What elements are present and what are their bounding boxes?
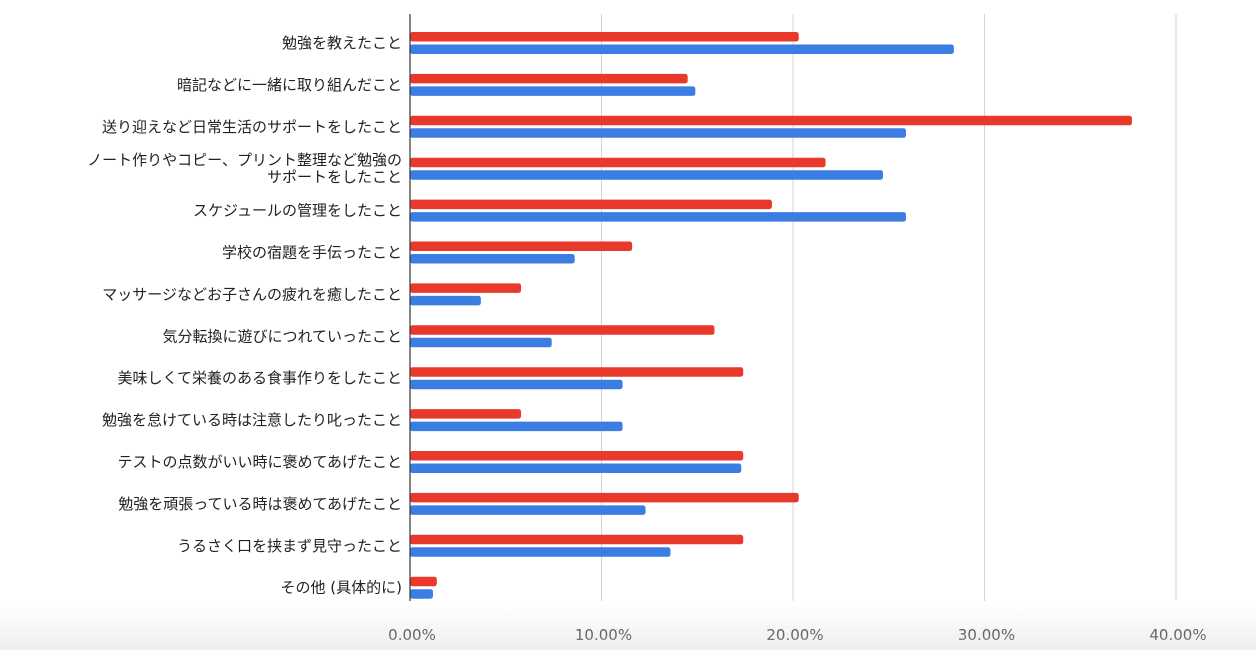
x-tick-label: 10.00% (575, 626, 632, 644)
category-label: 暗記などに一緒に取り組んだこと (177, 76, 402, 94)
x-tick-label: 20.00% (766, 626, 823, 644)
bar (410, 283, 522, 293)
grid-layer (601, 14, 1177, 601)
category-label: ノート作りやコピー、プリント整理など勉強のサポートをしたこと (87, 151, 402, 186)
bar (410, 115, 1132, 126)
category-label: マッサージなどお子さんの疲れを癒したこと (102, 285, 402, 303)
bar (410, 589, 433, 599)
category-label: うるさく口を挟まず見守ったこと (177, 537, 402, 555)
x-tick-label: 40.00% (1149, 626, 1206, 644)
bar (410, 73, 688, 84)
bar (410, 379, 623, 390)
category-label: 勉強を怠けている時は注意したり叱ったこと (102, 411, 402, 429)
bar (410, 367, 744, 377)
bar (410, 241, 633, 251)
category-label: 送り迎えなど日常生活のサポートをしたこと (102, 118, 402, 136)
bar (410, 534, 744, 545)
bar (410, 325, 715, 335)
bar (410, 451, 744, 461)
bar (410, 44, 954, 54)
bar (410, 409, 522, 419)
bar (410, 576, 437, 587)
category-label: テストの点数がいい時に褒めてあげたこと (117, 453, 402, 471)
bar (410, 421, 623, 432)
bar (410, 337, 552, 348)
category-label: スケジュールの管理をしたこと (193, 202, 402, 220)
bar (410, 295, 481, 306)
bar (410, 212, 906, 222)
bar (410, 199, 772, 210)
bar (410, 128, 906, 138)
category-label: 学校の宿題を手伝ったこと (222, 244, 402, 262)
x-tick-label: 30.00% (958, 626, 1015, 644)
bar (410, 32, 799, 42)
bar (410, 157, 826, 168)
bar (410, 86, 696, 96)
bar (410, 254, 575, 264)
bar (410, 463, 742, 473)
bar (410, 170, 884, 180)
bar (410, 505, 646, 515)
category-label: 勉強を教えたこと (282, 34, 402, 52)
category-label: 気分転換に遊びにつれていったこと (162, 327, 402, 345)
bar (410, 492, 799, 503)
bar (410, 547, 671, 557)
category-label: 美味しくて栄養のある食事作りをしたこと (117, 369, 402, 387)
category-label: 勉強を頑張っている時は褒めてあげたこと (118, 495, 402, 513)
x-tick-label: 0.00% (388, 626, 436, 644)
category-label: その他 (具体的に) (281, 579, 402, 597)
bar-layer (410, 32, 1132, 599)
